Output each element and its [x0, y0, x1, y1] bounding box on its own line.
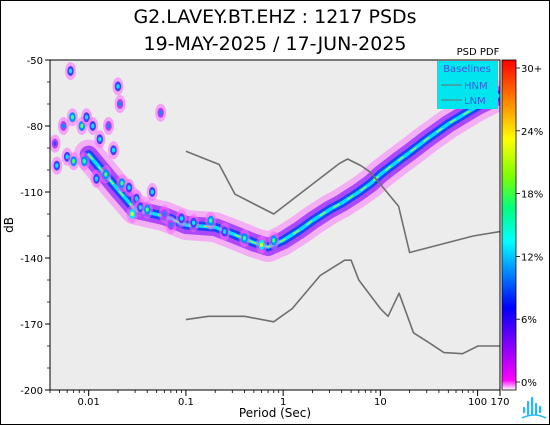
- colorbar-tick-label: 30+: [521, 64, 542, 75]
- colorbar-tick-label: 12%: [521, 252, 543, 263]
- density-cluster-core: [72, 159, 76, 164]
- baseline-lnm: [185, 259, 500, 355]
- x-axis: 0.01 0.1 1 10 100 170: [49, 390, 510, 408]
- density-cluster-core: [192, 220, 196, 225]
- chart-title: G2.LAVEY.BT.EHZ : 1217 PSDs: [133, 6, 417, 28]
- density-cluster-core: [118, 101, 122, 107]
- baselines-legend: Baselines HNM LNM: [437, 61, 498, 109]
- y-axis-label: dB: [2, 217, 16, 233]
- density-cluster-core: [61, 123, 66, 129]
- density-cluster-core: [116, 84, 120, 89]
- plot-area: [50, 60, 500, 390]
- x-tick-label: 1: [280, 397, 286, 408]
- density-cluster-core: [53, 141, 57, 146]
- y-tick-label: -170: [20, 320, 43, 331]
- density-cluster-core: [84, 115, 89, 120]
- density-cluster-core: [223, 229, 227, 234]
- colorbar-ticks: 30+ 24% 18% 12% 6% 0%: [516, 64, 543, 389]
- density-cluster-core: [111, 148, 116, 153]
- density-cluster-core: [65, 154, 69, 159]
- colorbar-tick-label: 24%: [521, 127, 543, 138]
- density-cluster-core: [70, 115, 75, 120]
- x-tick-label: 0.1: [178, 397, 194, 408]
- density-cluster-core: [120, 181, 124, 186]
- density-cluster-core: [169, 222, 173, 228]
- y-tick-label: -200: [20, 386, 43, 397]
- density-cluster-core: [130, 211, 134, 217]
- heat-layer: [50, 62, 500, 262]
- density-cluster-core: [242, 236, 247, 241]
- x-tick-label: 100: [468, 397, 487, 408]
- density-cluster-core: [98, 137, 102, 142]
- legend-title: Baselines: [443, 64, 491, 75]
- chart-subtitle: 19-MAY-2025 / 17-JUN-2025: [143, 33, 407, 55]
- density-cluster-core: [145, 207, 149, 212]
- y-tick-label: -50: [27, 56, 43, 67]
- baseline-hnm: [185, 150, 500, 254]
- density-cluster-core: [259, 242, 264, 247]
- density-cluster-core: [80, 123, 84, 129]
- density-cluster-core: [55, 163, 59, 168]
- colorbar-title: PSD PDF: [457, 47, 500, 58]
- x-axis-label: Period (Sec): [239, 406, 311, 420]
- density-cluster-core: [162, 211, 166, 217]
- colorbar: [501, 59, 517, 391]
- y-axis: -50 -80 -110 -140 -170 -200: [20, 56, 50, 397]
- logo-icon: [521, 396, 547, 419]
- x-tick-label: 10: [374, 397, 387, 408]
- colorbar-tick-label: 6%: [521, 315, 537, 326]
- legend-hnm-label: HNM: [464, 81, 488, 92]
- plot-border: [49, 59, 501, 391]
- density-cluster-core: [150, 189, 154, 195]
- density-cluster-core: [91, 123, 95, 129]
- density-cluster-core: [82, 159, 86, 164]
- density-cluster-core: [159, 110, 163, 116]
- y-tick-label: -110: [20, 188, 43, 199]
- density-cluster-core: [138, 205, 142, 210]
- colorbar-tick-label: 0%: [521, 378, 537, 389]
- legend-lnm-label: LNM: [464, 96, 486, 107]
- density-cluster-core: [209, 218, 213, 223]
- density-cluster-core: [104, 172, 108, 177]
- density-cluster-core: [106, 123, 111, 129]
- density-cluster-core: [134, 196, 139, 201]
- density-cluster-core: [68, 68, 73, 74]
- density-cluster-core: [94, 176, 98, 181]
- baseline-layer: [185, 150, 500, 355]
- x-tick-label: 0.01: [78, 397, 100, 408]
- colorbar-tick-label: 18%: [521, 190, 543, 201]
- density-cluster-core: [127, 185, 131, 190]
- density-cluster-core: [272, 238, 276, 243]
- y-tick-label: -80: [27, 122, 43, 133]
- y-tick-label: -140: [20, 254, 43, 265]
- x-tick-label: 170: [490, 397, 509, 408]
- density-cluster-core: [179, 216, 184, 221]
